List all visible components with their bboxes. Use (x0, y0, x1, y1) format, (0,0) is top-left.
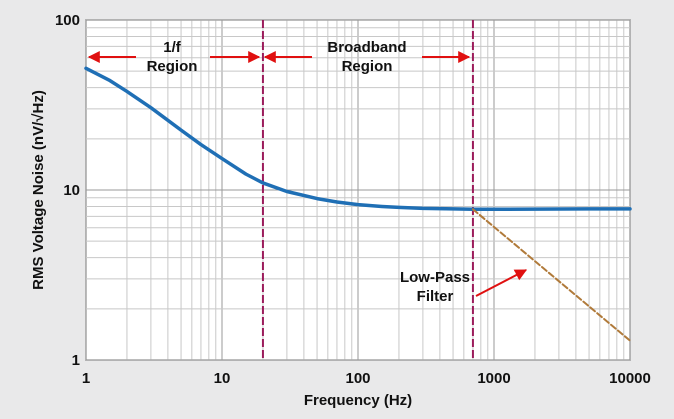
lowpass-label-line2: Filter (417, 288, 454, 305)
one-f-label-line2: Region (147, 58, 198, 75)
broadband-label-line1: Broadband (327, 39, 406, 56)
y-tick-labels: 1 10 100 (55, 12, 80, 369)
x-tick-labels: 1 10 100 1000 10000 (82, 370, 651, 387)
x-axis-label: Frequency (Hz) (304, 392, 412, 409)
y-axis-label: RMS Voltage Noise (nV/√Hz) (30, 90, 47, 290)
x-tick-label: 1 (82, 370, 90, 387)
y-tick-label: 10 (63, 182, 80, 199)
broadband-label-line2: Region (342, 58, 393, 75)
x-tick-label: 10000 (609, 370, 651, 387)
y-tick-label: 1 (72, 352, 80, 369)
one-f-label-line1: 1/f (163, 39, 182, 56)
region-boundaries (261, 20, 474, 360)
x-tick-label: 100 (345, 370, 370, 387)
x-tick-label: 10 (214, 370, 231, 387)
series-group (84, 66, 632, 342)
y-tick-label: 100 (55, 12, 80, 29)
low-pass-filter-line (471, 208, 631, 342)
lowpass-arrow (475, 269, 528, 297)
grid-lines (85, 19, 631, 361)
lowpass-label-line1: Low-Pass (400, 269, 470, 286)
noise-curve-line (84, 66, 632, 212)
x-tick-label: 1000 (477, 370, 510, 387)
region-arrows (87, 51, 528, 297)
